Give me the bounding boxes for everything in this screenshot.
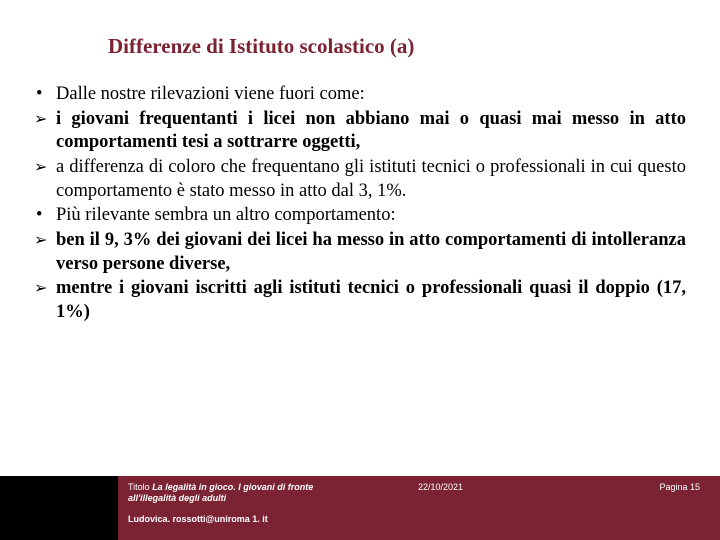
footer-right-block: Titolo La legalità in gioco. I giovani d… [118,476,720,540]
slide-title: Differenze di Istituto scolastico (a) [0,0,720,59]
arrow-icon: ➢ [34,108,56,155]
bullet-text: mentre i giovani iscritti agli istituti … [56,277,686,324]
bullet-item: ➢a differenza di coloro che frequentano … [34,156,686,203]
bullet-item: ➢mentre i giovani iscritti agli istituti… [34,277,686,324]
bullet-item: •Dalle nostre rilevazioni viene fuori co… [34,83,686,107]
bullet-text: a differenza di coloro che frequentano g… [56,156,686,203]
footer-bar: Titolo La legalità in gioco. I giovani d… [0,476,720,540]
bullet-item: ➢ben il 9, 3% dei giovani dei licei ha m… [34,229,686,276]
footer-date: 22/10/2021 [358,482,630,505]
footer-author: Ludovica. rossotti@uniroma 1. it [128,514,700,524]
bullet-text: ben il 9, 3% dei giovani dei licei ha me… [56,229,686,276]
arrow-icon: ➢ [34,277,56,324]
bullet-text: i giovani frequentanti i licei non abbia… [56,108,686,155]
footer-title: Titolo La legalità in gioco. I giovani d… [128,482,358,505]
bullet-text: Dalle nostre rilevazioni viene fuori com… [56,83,686,107]
bullet-text: Più rilevante sembra un altro comportame… [56,204,686,228]
footer-page: Pagina 15 [630,482,700,505]
arrow-icon: ➢ [34,229,56,276]
bullet-item: ➢ i giovani frequentanti i licei non abb… [34,108,686,155]
dot-icon: • [34,204,56,228]
bullet-item: •Più rilevante sembra un altro comportam… [34,204,686,228]
slide-content: •Dalle nostre rilevazioni viene fuori co… [0,59,720,476]
footer-left-block [0,476,118,540]
dot-icon: • [34,83,56,107]
arrow-icon: ➢ [34,156,56,203]
